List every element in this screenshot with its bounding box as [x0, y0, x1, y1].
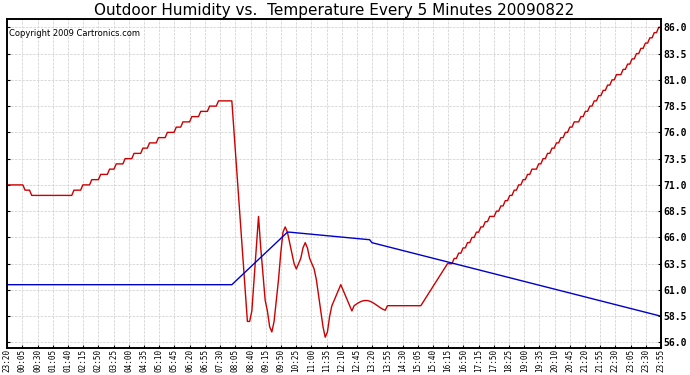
- Title: Outdoor Humidity vs.  Temperature Every 5 Minutes 20090822: Outdoor Humidity vs. Temperature Every 5…: [94, 3, 574, 18]
- Text: Copyright 2009 Cartronics.com: Copyright 2009 Cartronics.com: [8, 29, 139, 38]
